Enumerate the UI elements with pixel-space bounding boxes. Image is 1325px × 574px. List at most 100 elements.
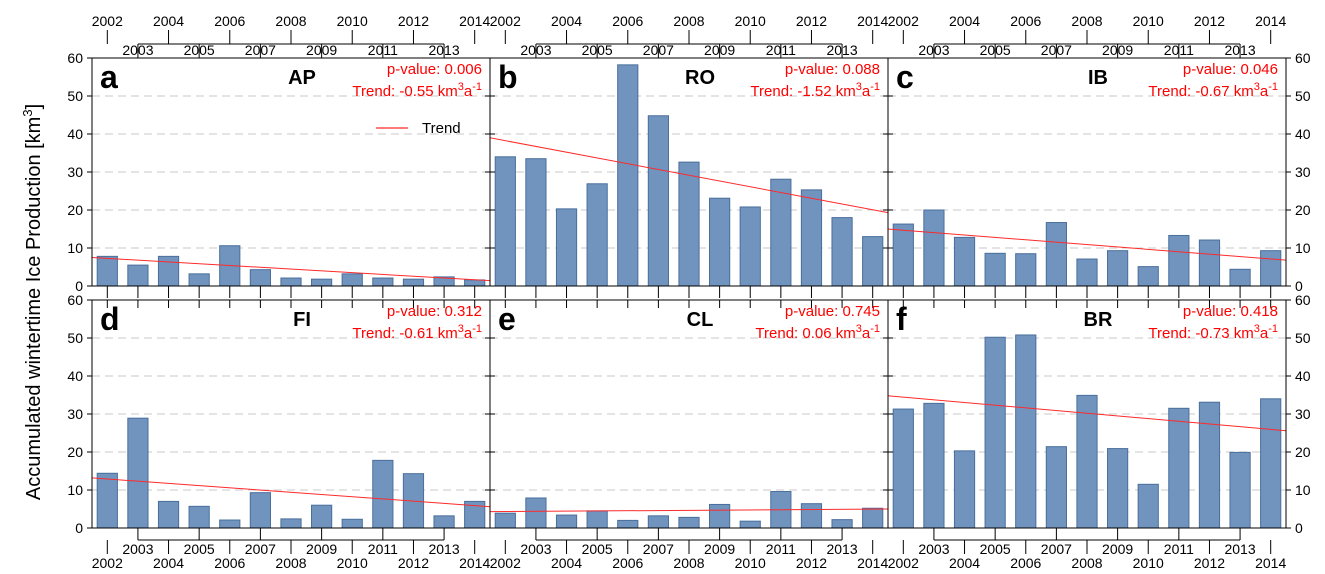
panel-d: 0102030405060200220032004200520062007200… xyxy=(67,292,491,571)
x-tick-label: 2014 xyxy=(1255,555,1286,571)
trend-unit-sup2: -1 xyxy=(1268,81,1278,93)
y-tick-label: 10 xyxy=(67,482,83,498)
trend-unit-sup2: -1 xyxy=(472,81,482,93)
y-tick-label: 20 xyxy=(1295,202,1311,218)
bar-2007 xyxy=(647,515,669,529)
y-tick-label: 60 xyxy=(67,50,83,66)
x-tick-label: 2012 xyxy=(1194,13,1225,29)
x-tick-label: 2008 xyxy=(673,13,704,29)
bar-2010 xyxy=(341,518,363,529)
y-tick-label: 30 xyxy=(1295,406,1311,422)
bar-2012 xyxy=(800,189,823,287)
bar-2004 xyxy=(953,450,976,529)
p-value-label: p-value: 0.006 xyxy=(387,61,482,78)
bar-2011 xyxy=(372,459,394,529)
x-tick-label: 2011 xyxy=(1164,42,1194,58)
bar-2009 xyxy=(1107,448,1129,529)
bar-2003 xyxy=(525,497,547,529)
bar-2007 xyxy=(647,115,669,287)
x-tick-label: 2008 xyxy=(673,555,704,571)
y-tick-label: 50 xyxy=(67,88,83,104)
x-tick-label: 2012 xyxy=(1194,555,1225,571)
x-tick-label: 2013 xyxy=(826,541,857,557)
bar-2012 xyxy=(800,503,823,529)
trend-label: Trend: -0.73 km3a-1 xyxy=(1148,323,1278,342)
x-tick-label: 2002 xyxy=(92,13,123,29)
x-tick-label: 2009 xyxy=(306,42,337,58)
bar-2011 xyxy=(1168,234,1190,287)
bar-2006 xyxy=(617,519,639,529)
y-tick-label: 40 xyxy=(67,126,83,142)
trend-value: Trend: -1.52 km xyxy=(750,83,855,100)
x-tick-label: 2012 xyxy=(796,13,827,29)
panel-region: FI xyxy=(293,309,311,331)
panel-letter: a xyxy=(100,59,118,95)
x-tick-label: 2010 xyxy=(1133,13,1164,29)
bar-2014 xyxy=(1260,250,1282,287)
x-tick-label: 2009 xyxy=(704,541,735,557)
x-tick-label: 2010 xyxy=(337,13,368,29)
trend-unit-sup: 3 xyxy=(856,323,862,335)
x-tick-label: 2009 xyxy=(306,541,337,557)
trend-unit-sup: 3 xyxy=(856,81,862,93)
panel-region: BR xyxy=(1084,309,1113,331)
panels-group: 0102030405060200220032004200520062007200… xyxy=(67,13,1310,571)
bar-2002 xyxy=(494,512,516,529)
bar-2006 xyxy=(1015,334,1037,529)
x-tick-label: 2002 xyxy=(92,555,123,571)
x-tick-label: 2007 xyxy=(1041,42,1072,58)
x-tick-label: 2003 xyxy=(122,42,153,58)
bar-2004 xyxy=(555,514,578,529)
x-tick-label: 2007 xyxy=(643,42,674,58)
x-tick-label: 2009 xyxy=(1102,42,1133,58)
y-tick-label: 30 xyxy=(67,164,83,180)
x-tick-label: 2012 xyxy=(796,555,827,571)
x-tick-label: 2014 xyxy=(857,555,888,571)
bar-2010 xyxy=(1137,483,1159,529)
y-tick-label: 50 xyxy=(1295,330,1311,346)
bar-2012 xyxy=(1198,401,1221,529)
bar-2009 xyxy=(1107,250,1129,287)
legend-label: Trend xyxy=(422,120,461,137)
bar-2004 xyxy=(953,236,976,287)
bar-2009 xyxy=(311,278,333,287)
y-tick-label: 20 xyxy=(67,444,83,460)
trend-line xyxy=(489,137,889,214)
trend-line xyxy=(489,508,889,513)
bar-2010 xyxy=(739,206,761,287)
bar-2013 xyxy=(433,515,455,529)
bar-2009 xyxy=(709,197,731,287)
x-tick-label: 2004 xyxy=(949,13,980,29)
x-tick-label: 2010 xyxy=(735,555,766,571)
panel-region: CL xyxy=(687,309,714,331)
bar-2009 xyxy=(311,504,333,529)
bar-2013 xyxy=(1229,268,1251,287)
x-tick-label: 2003 xyxy=(918,42,949,58)
trend-line xyxy=(887,228,1287,261)
x-tick-label: 2006 xyxy=(214,13,245,29)
x-tick-label: 2008 xyxy=(275,555,306,571)
bar-2004 xyxy=(157,255,180,287)
x-tick-label: 2014 xyxy=(1255,13,1286,29)
y-tick-label: 0 xyxy=(75,278,83,294)
x-tick-label: 2006 xyxy=(612,13,643,29)
x-tick-label: 2006 xyxy=(612,555,643,571)
bar-2008 xyxy=(1076,394,1098,529)
trend-value: Trend: 0.06 km xyxy=(755,325,855,342)
x-tick-label: 2003 xyxy=(520,42,551,58)
x-tick-label: 2005 xyxy=(184,42,215,58)
trend-unit-sup2: -1 xyxy=(870,81,880,93)
bar-2005 xyxy=(586,183,608,287)
trend-unit-a: a xyxy=(1260,83,1269,100)
x-tick-label: 2005 xyxy=(582,541,613,557)
x-tick-label: 2004 xyxy=(153,13,184,29)
bar-2002 xyxy=(494,156,516,287)
bar-2013 xyxy=(831,217,853,287)
bar-2009 xyxy=(709,503,731,529)
trend-unit-sup: 3 xyxy=(1254,81,1260,93)
x-tick-label: 2008 xyxy=(1071,13,1102,29)
